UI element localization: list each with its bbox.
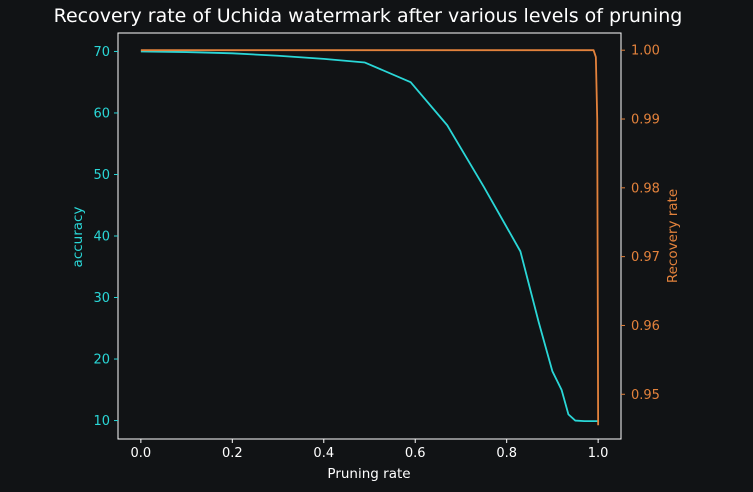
accuracy-series-line	[140, 50, 599, 423]
x-tick-label: 0.2	[222, 446, 243, 461]
right-tick-label: 0.97	[631, 250, 660, 265]
x-axis-ticks: 0.0 0.2 0.4 0.6 0.8 1.0	[131, 439, 609, 461]
left-tick-label: 10	[93, 414, 110, 429]
x-axis-label: Pruning rate	[327, 466, 410, 482]
right-tick-label: 1.00	[631, 44, 660, 59]
left-axis-label: accuracy	[70, 207, 86, 268]
recovery-rate-series-line	[140, 49, 600, 426]
right-axis-label: Recovery rate	[665, 189, 681, 283]
left-tick-label: 70	[93, 45, 110, 60]
x-tick-label: 0.0	[131, 446, 152, 461]
x-tick-label: 0.8	[496, 446, 517, 461]
x-tick-label: 0.6	[405, 446, 426, 461]
x-tick-label: 0.4	[313, 446, 334, 461]
right-tick-label: 0.95	[631, 388, 660, 403]
left-tick-label: 50	[93, 168, 110, 183]
right-tick-label: 0.96	[631, 319, 660, 334]
chart-title: Recovery rate of Uchida watermark after …	[54, 5, 683, 27]
left-tick-label: 60	[93, 106, 110, 121]
left-tick-label: 20	[93, 353, 110, 368]
left-tick-label: 30	[93, 291, 110, 306]
right-tick-label: 0.98	[631, 181, 660, 196]
right-tick-label: 0.99	[631, 113, 660, 128]
plot-lines	[140, 49, 600, 426]
left-axis-ticks: 10 20 30 40 50 60 70	[93, 45, 118, 429]
x-tick-label: 1.0	[588, 446, 609, 461]
right-axis-ticks: 0.95 0.96 0.97 0.98 0.99 1.00	[621, 44, 660, 403]
left-tick-label: 40	[93, 230, 110, 245]
